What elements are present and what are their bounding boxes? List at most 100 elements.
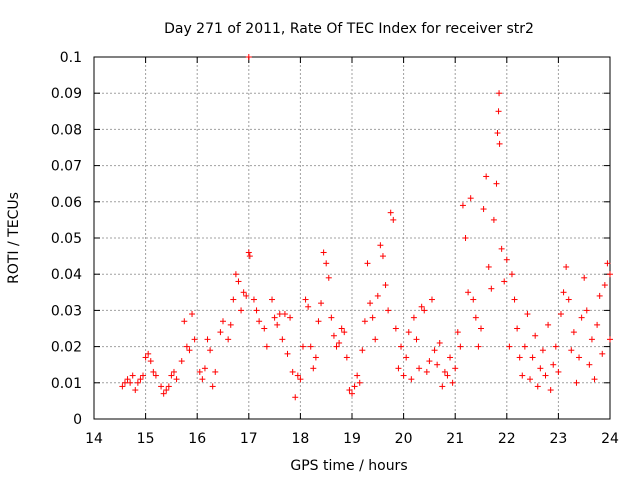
- data-point: [488, 285, 495, 292]
- data-point: [470, 296, 477, 303]
- data-point: [490, 216, 497, 223]
- data-point: [527, 376, 534, 383]
- data-point: [601, 282, 608, 289]
- data-point: [274, 321, 281, 328]
- data-point: [140, 372, 147, 379]
- data-point: [607, 336, 613, 343]
- data-point: [483, 173, 490, 180]
- data-point: [552, 343, 559, 350]
- data-point: [367, 300, 374, 307]
- data-point: [173, 376, 180, 383]
- data-point: [191, 336, 198, 343]
- x-axis-label: GPS time / hours: [290, 458, 407, 474]
- data-point: [586, 361, 593, 368]
- data-point: [243, 292, 250, 299]
- data-point: [596, 292, 603, 299]
- data-point: [431, 347, 438, 354]
- data-point: [235, 278, 242, 285]
- data-point: [325, 274, 332, 281]
- data-point: [263, 343, 270, 350]
- data-point: [134, 379, 141, 386]
- data-point: [447, 354, 454, 361]
- data-point: [454, 329, 461, 336]
- data-point: [297, 376, 304, 383]
- data-point: [570, 329, 577, 336]
- data-point: [498, 245, 505, 252]
- data-point: [508, 271, 515, 278]
- data-point: [465, 289, 472, 296]
- data-point: [354, 372, 361, 379]
- data-point: [299, 343, 306, 350]
- data-point: [217, 329, 224, 336]
- data-point: [289, 368, 296, 375]
- data-point: [421, 307, 428, 314]
- y-tick-label: 0.08: [51, 122, 82, 138]
- data-point: [390, 216, 397, 223]
- data-point: [292, 394, 299, 401]
- y-tick-label: 0.1: [60, 50, 82, 66]
- data-point: [480, 206, 487, 213]
- data-point: [485, 263, 492, 270]
- y-tick-label: 0.09: [51, 86, 82, 102]
- data-point: [495, 108, 502, 115]
- data-point: [462, 235, 469, 241]
- y-tick-label: 0.06: [51, 195, 82, 211]
- data-point: [521, 343, 528, 350]
- data-point: [405, 329, 412, 336]
- data-point: [341, 329, 348, 336]
- chart-title: Day 271 of 2011, Rate Of TEC Index for r…: [164, 21, 534, 37]
- x-tick-label: 18: [291, 431, 309, 447]
- data-point: [494, 130, 501, 137]
- data-point: [232, 271, 239, 278]
- data-point: [225, 336, 232, 343]
- data-point: [271, 314, 278, 321]
- data-point: [503, 256, 510, 263]
- data-point: [302, 296, 309, 303]
- y-tick-label: 0.07: [51, 159, 82, 175]
- data-point: [372, 336, 379, 343]
- data-point: [227, 321, 234, 328]
- data-point: [196, 368, 203, 375]
- data-point: [387, 209, 394, 216]
- data-point: [583, 307, 590, 314]
- data-point: [506, 343, 513, 350]
- data-point: [351, 383, 358, 390]
- data-point: [269, 296, 276, 303]
- data-point: [246, 253, 253, 260]
- data-point: [199, 376, 206, 383]
- data-point: [588, 336, 595, 343]
- data-point: [147, 358, 154, 365]
- data-point: [152, 372, 159, 379]
- data-point: [472, 314, 479, 321]
- data-point: [457, 343, 464, 350]
- x-axis-ticks: 14 15 16 17 18 19 20 21 22 23 24: [85, 57, 619, 447]
- data-point: [475, 343, 482, 350]
- data-point: [519, 372, 526, 379]
- grid: [94, 57, 610, 419]
- data-point: [163, 387, 170, 394]
- data-point: [364, 260, 371, 267]
- data-point: [261, 325, 268, 332]
- data-point: [330, 332, 337, 339]
- data-point: [124, 376, 131, 383]
- data-point: [189, 311, 196, 318]
- data-point: [276, 311, 283, 318]
- data-point: [594, 321, 601, 328]
- data-point: [555, 368, 562, 375]
- data-point: [320, 249, 327, 256]
- y-tick-label: 0.02: [51, 340, 82, 356]
- data-point: [119, 383, 126, 390]
- data-point: [315, 318, 322, 325]
- data-point: [343, 354, 350, 361]
- data-point: [426, 358, 433, 365]
- data-point: [560, 289, 567, 296]
- data-point: [398, 343, 405, 350]
- data-point: [581, 274, 588, 281]
- data-point: [284, 350, 291, 357]
- y-tick-label: 0.01: [51, 376, 82, 392]
- data-point: [514, 325, 521, 332]
- x-tick-label: 20: [395, 431, 413, 447]
- y-tick-label: 0.04: [51, 267, 82, 283]
- data-point: [539, 347, 546, 354]
- x-tick-label: 19: [343, 431, 361, 447]
